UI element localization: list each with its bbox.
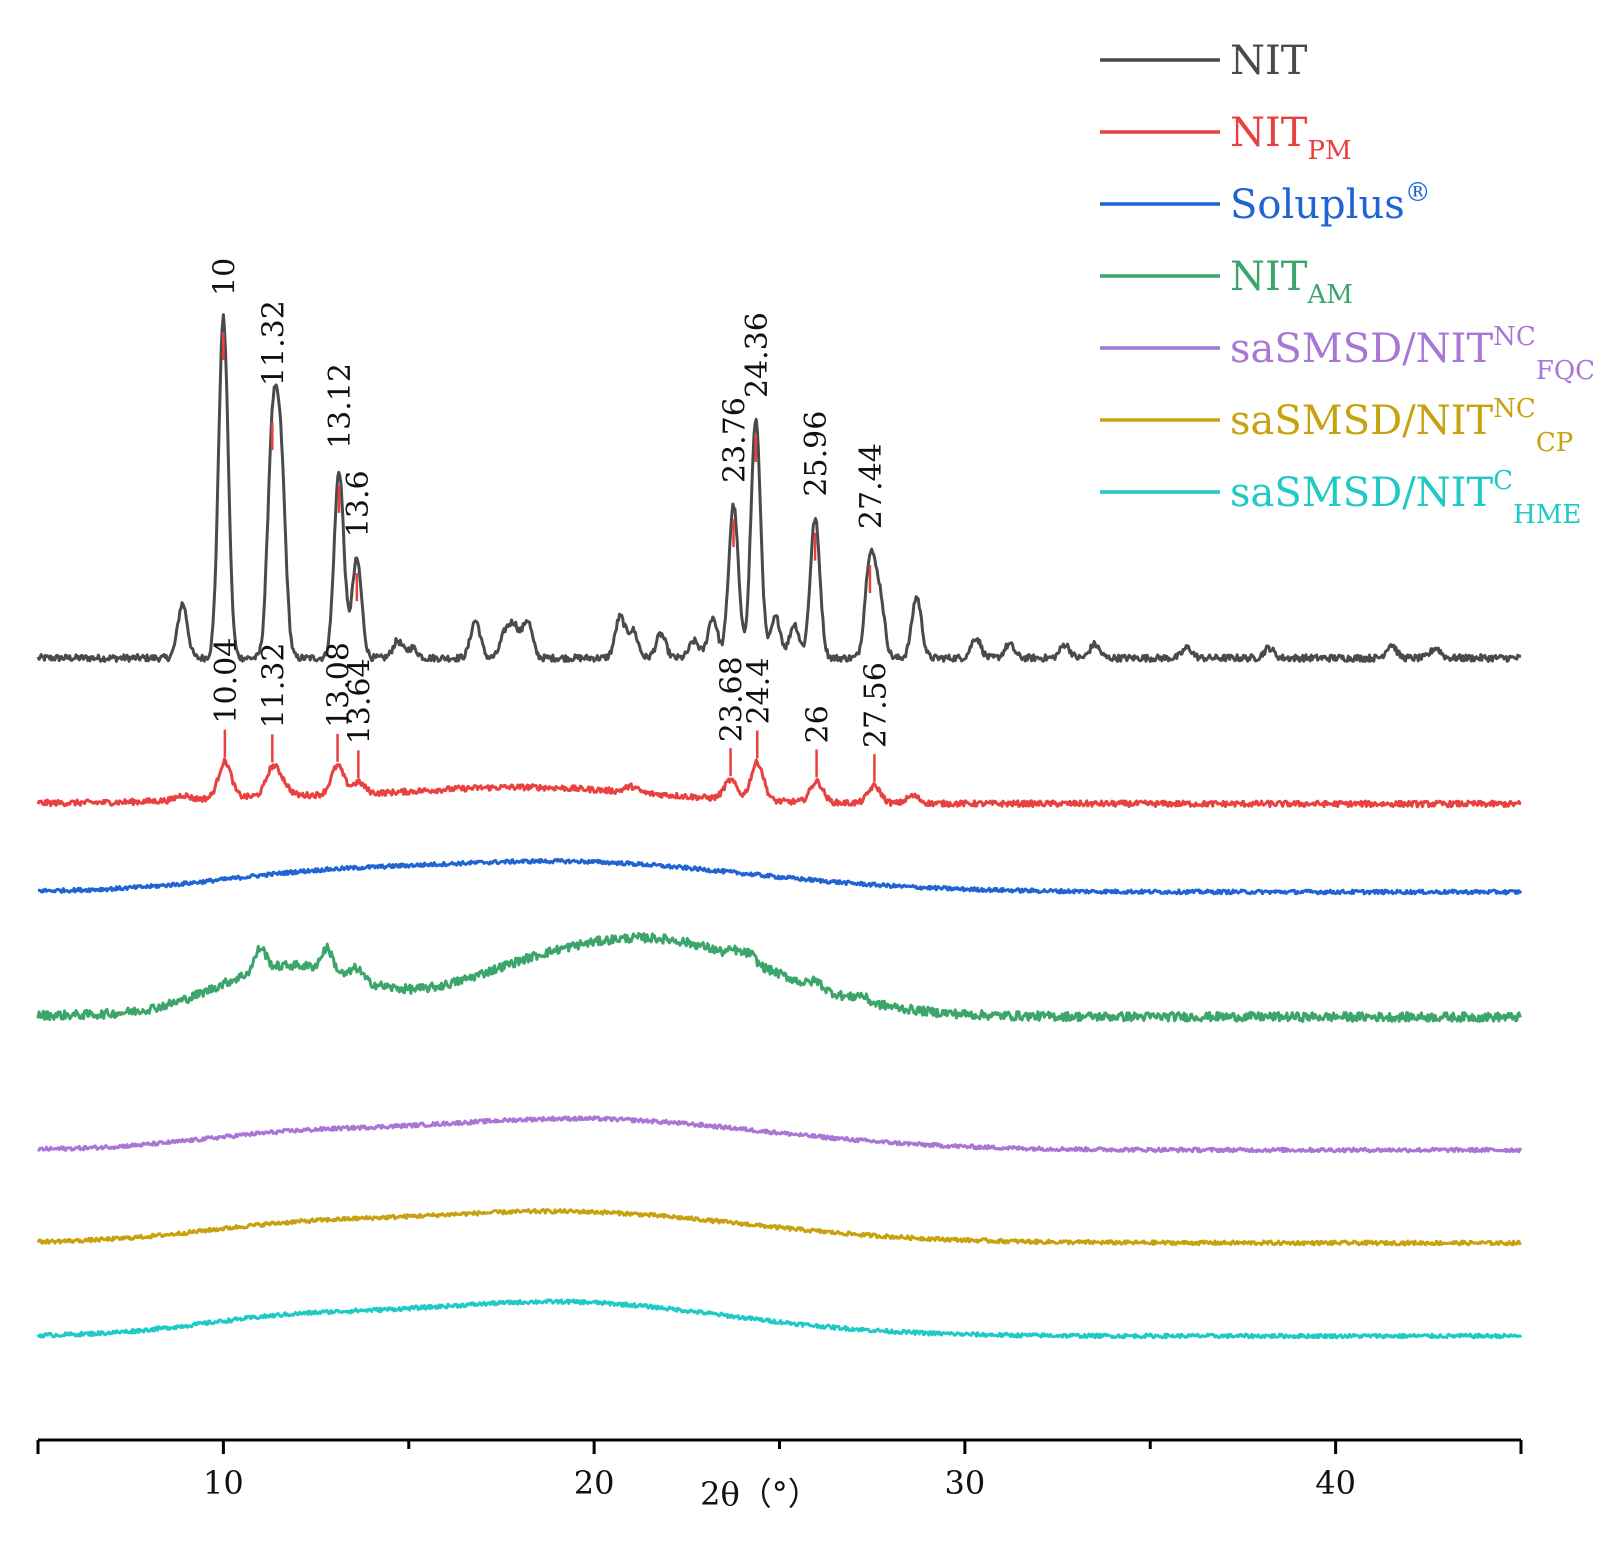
x-tick-label: 10 xyxy=(203,1464,244,1502)
x-axis-title: 2θ（°） xyxy=(700,1475,820,1513)
peak-label: 27.44 xyxy=(854,443,889,529)
peak-label: 27.56 xyxy=(858,662,893,748)
legend-label-3: NITAM xyxy=(1230,254,1353,310)
peak-label: 10.04 xyxy=(209,638,244,724)
series-line-3 xyxy=(36,932,1522,1023)
legend-label-0: NIT xyxy=(1230,38,1308,84)
x-tick-label: 30 xyxy=(945,1464,986,1502)
x-tick-label: 20 xyxy=(574,1464,615,1502)
peak-label: 26 xyxy=(801,705,836,743)
series-line-6 xyxy=(36,1298,1523,1340)
peak-label: 11.32 xyxy=(256,643,291,729)
series-line-1 xyxy=(36,757,1522,809)
peak-label: 23.76 xyxy=(718,397,753,483)
peak-label: 11.32 xyxy=(256,300,291,386)
peak-label: 23.68 xyxy=(715,656,750,742)
peak-label: 13.64 xyxy=(342,658,377,744)
x-tick-label: 40 xyxy=(1315,1464,1356,1502)
peak-label: 25.96 xyxy=(799,411,834,497)
peak-label: 10 xyxy=(207,258,242,296)
peak-label: 24.36 xyxy=(740,312,775,398)
series-layer xyxy=(36,313,1523,1340)
legend-label-5: saSMSD/NITNCCP xyxy=(1230,394,1573,458)
x-axis-ticks: 10 20 30 40 xyxy=(36,1440,1523,1502)
legend-label-6: saSMSD/NITCHME xyxy=(1230,466,1581,530)
series-line-5 xyxy=(36,1208,1522,1247)
peak-label: 13.12 xyxy=(323,363,358,449)
legend-label-1: NITPM xyxy=(1230,110,1352,166)
series-line-0 xyxy=(36,313,1522,663)
peak-label: 13.6 xyxy=(341,470,376,537)
x-axis: 10 20 30 40 2θ（°） xyxy=(36,1438,1523,1513)
legend-label-2: Soluplus® xyxy=(1230,178,1431,228)
series-line-4 xyxy=(36,1115,1523,1154)
legend-label-4: saSMSD/NITNCFQC xyxy=(1230,322,1595,386)
peak-label: 13.08 xyxy=(322,642,357,728)
legend: NIT NITPM Soluplus® NITAM saSMSD/NITNCFQC saS… xyxy=(1100,38,1595,530)
series-line-2 xyxy=(37,857,1523,896)
peak-label: 24.4 xyxy=(741,658,776,725)
